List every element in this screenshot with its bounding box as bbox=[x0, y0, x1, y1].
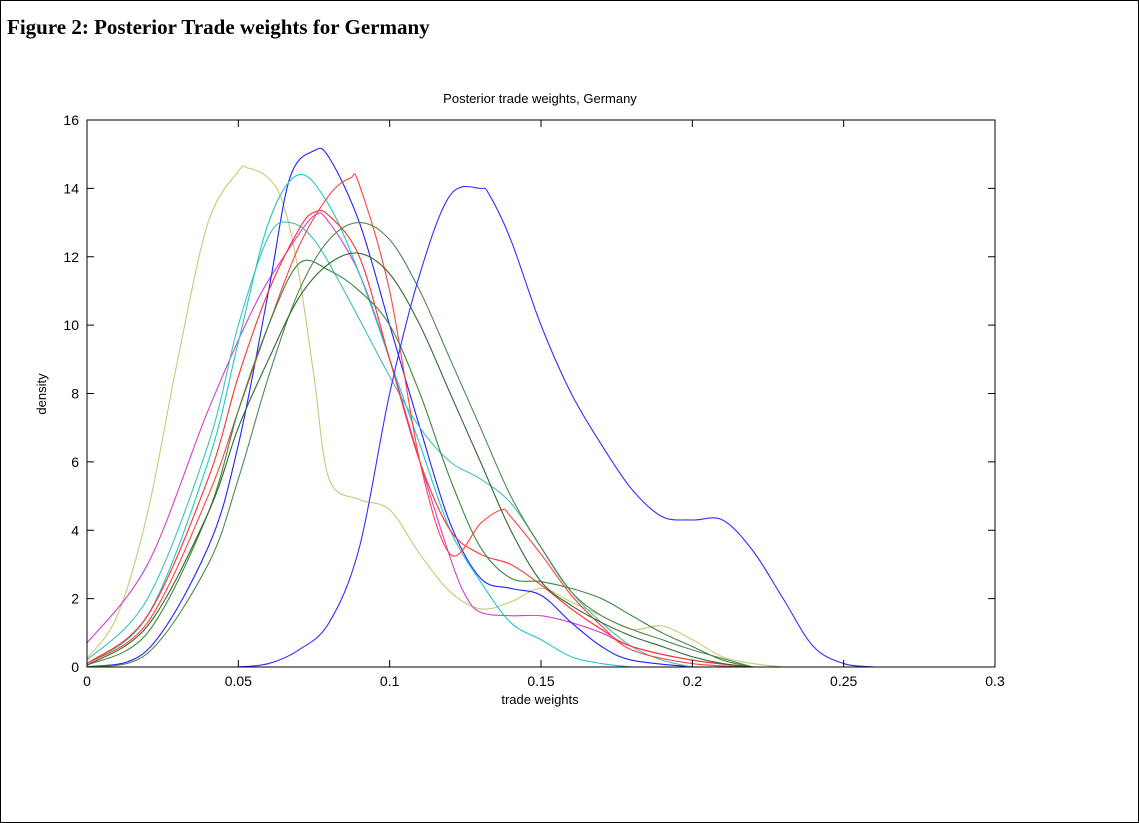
y-tick-label: 4 bbox=[71, 522, 79, 538]
series-line-7 bbox=[86, 173, 753, 668]
y-axis-label: density bbox=[34, 373, 49, 415]
figure-caption: Figure 2: Posterior Trade weights for Ge… bbox=[7, 15, 430, 39]
series-line-5 bbox=[86, 221, 693, 668]
series-line-10 bbox=[86, 252, 753, 668]
y-tick-label: 16 bbox=[63, 112, 79, 128]
x-tick-label: 0.15 bbox=[527, 673, 554, 689]
series-line-8 bbox=[86, 259, 753, 668]
series-line-3 bbox=[86, 147, 693, 668]
y-tick-label: 8 bbox=[71, 386, 79, 402]
y-tick-label: 12 bbox=[63, 249, 79, 265]
y-tick-label: 6 bbox=[71, 454, 79, 470]
x-tick-label: 0.25 bbox=[830, 673, 857, 689]
series-line-11 bbox=[238, 185, 874, 668]
y-tick-label: 2 bbox=[71, 591, 79, 607]
x-axis-label: trade weights bbox=[501, 692, 579, 707]
x-tick-label: 0 bbox=[83, 673, 91, 689]
x-tick-label: 0.2 bbox=[683, 673, 703, 689]
x-tick-label: 0.3 bbox=[985, 673, 1005, 689]
x-tick-label: 0.1 bbox=[380, 673, 400, 689]
y-tick-label: 14 bbox=[63, 180, 79, 196]
series-line-6 bbox=[86, 209, 753, 668]
series-line-1 bbox=[86, 165, 784, 668]
y-tick-label: 0 bbox=[71, 659, 79, 675]
chart-title: Posterior trade weights, Germany bbox=[443, 91, 637, 106]
series-line-9 bbox=[86, 222, 754, 668]
series-line-2 bbox=[86, 212, 753, 668]
x-tick-label: 0.05 bbox=[225, 673, 252, 689]
series-line-4 bbox=[86, 173, 632, 668]
y-tick-label: 10 bbox=[63, 317, 79, 333]
